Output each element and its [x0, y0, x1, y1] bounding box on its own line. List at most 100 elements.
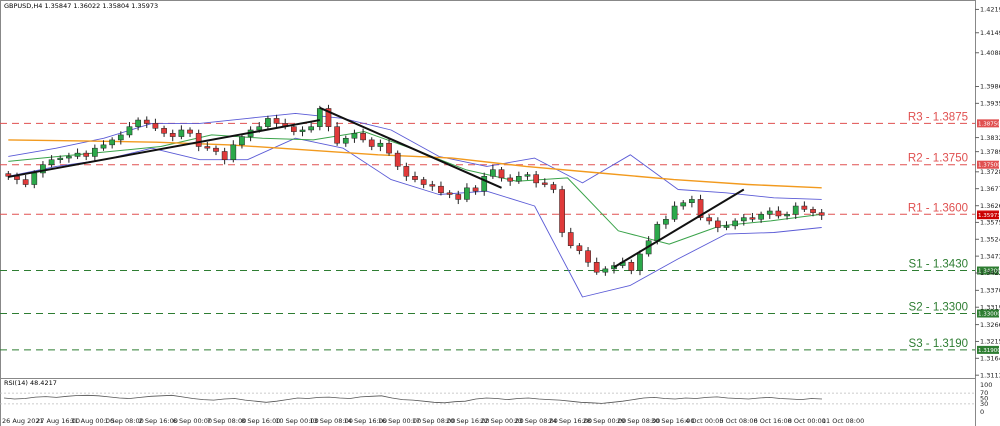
candle-body-65	[567, 232, 574, 246]
candle-body-44	[386, 142, 392, 154]
candle-body-26	[230, 144, 237, 160]
candle-body-86	[749, 217, 756, 220]
candle-body-9	[83, 152, 90, 157]
x-tick-label-7: 8 Sep 16:00	[241, 417, 280, 425]
candle-body-31	[273, 118, 280, 124]
level-tag-bg-0	[977, 119, 999, 128]
candle-body-53	[464, 187, 470, 200]
chart-header: GBPUSD,H4 1.35847 1.36022 1.35804 1.3597…	[4, 2, 158, 10]
y-tick-label-18: 1.31645	[980, 355, 1000, 363]
level-tag-3: 1.34300	[978, 269, 1000, 275]
x-tick-label-21: 5 Oct 08:00	[719, 417, 757, 425]
x-tick-label-14: 22 Sep 00:00	[480, 417, 523, 425]
y-tick-label-8: 1.36775	[980, 185, 1000, 193]
candle-body-23	[204, 146, 211, 149]
level-tag-bg-4	[977, 309, 999, 318]
candle-body-42	[368, 139, 375, 147]
bollinger-upper-line	[8, 112, 822, 200]
candle-body-92	[801, 205, 808, 210]
candle-body-50	[438, 185, 444, 194]
candle-body-76	[663, 219, 669, 225]
x-tick-label-12: 17 Sep 08:00	[412, 417, 455, 425]
x-tick-label-2: 31 Aug 00:00	[70, 417, 114, 425]
candle-body-40	[351, 133, 358, 139]
rsi-level-label-1: 70	[980, 389, 988, 397]
x-tick-label-9: 13 Sep 08:00	[309, 417, 352, 425]
candle-body-46	[403, 166, 410, 177]
candle-body-4	[40, 164, 46, 174]
candle-body-39	[342, 137, 349, 144]
rsi-level-label-0: 100	[980, 381, 992, 389]
candle-body-10	[92, 147, 98, 157]
y-tick-label-6: 1.37895	[980, 148, 1000, 156]
candle-body-69	[602, 268, 609, 273]
candle-body-82	[714, 220, 721, 228]
y-tick-label-17: 1.32155	[980, 338, 1000, 346]
candle-body-11	[100, 144, 107, 149]
rsi-label: RSI(14) 48.4217	[4, 379, 57, 387]
x-tick-label-19: 30 Sep 16:00	[651, 417, 694, 425]
x-tick-label-10: 14 Sep 16:00	[344, 417, 387, 425]
y-tick-label-3: 1.39865	[980, 83, 1000, 91]
y-tick-label-13: 1.34225	[980, 269, 1000, 277]
candle-body-5	[48, 159, 55, 165]
candle-body-55	[481, 176, 488, 192]
candle-body-27	[239, 136, 245, 146]
candle-body-59	[515, 176, 522, 182]
rsi-level-label-2: 50	[980, 395, 988, 403]
candle-body-75	[654, 223, 661, 242]
rsi-level-label-3: 30	[980, 400, 988, 408]
y-tick-label-5: 1.38320	[980, 134, 1000, 142]
candle-body-62	[541, 182, 548, 185]
plot-frame	[0, 0, 976, 426]
level-label-2: R1 - 1.3600	[908, 202, 968, 214]
candle-body-38	[334, 126, 340, 144]
y-tick-label-11: 1.35245	[980, 235, 1000, 243]
candle-body-7	[66, 156, 72, 159]
candle-body-68	[593, 262, 600, 273]
level-label-0: R3 - 1.3875	[908, 111, 968, 123]
bollinger-lower-line	[8, 137, 822, 298]
candle-body-77	[671, 205, 678, 220]
candle-body-60	[524, 174, 531, 177]
y-tick-label-0: 1.42195	[980, 6, 1000, 14]
candle-body-35	[308, 126, 315, 131]
candle-body-34	[299, 129, 306, 132]
x-tick-label-20: 4 Oct 00:00	[685, 417, 723, 425]
candle-body-18	[161, 128, 167, 134]
level-tag-4: 1.33000	[978, 312, 1000, 318]
y-tick-label-12: 1.34735	[980, 252, 1000, 260]
trendline-1	[319, 106, 502, 189]
level-tag-bg-5	[977, 345, 999, 354]
candle-body-66	[576, 245, 583, 251]
level-tag-bg-3	[977, 266, 999, 275]
candle-body-54	[472, 187, 479, 192]
level-label-3: S1 - 1.3430	[909, 259, 968, 271]
level-label-1: R2 - 1.3750	[908, 153, 968, 165]
candle-body-2	[22, 179, 29, 185]
x-tick-label-15: 23 Sep 08:00	[514, 417, 557, 425]
candle-body-80	[697, 199, 704, 218]
candle-body-13	[117, 134, 124, 141]
level-tag-5: 1.31900	[978, 348, 1000, 354]
candle-body-85	[740, 217, 747, 222]
candle-body-47	[412, 176, 418, 180]
ma-fast-line	[8, 131, 822, 245]
rsi-line	[3, 394, 823, 404]
candle-body-79	[689, 199, 695, 203]
candle-body-51	[446, 192, 453, 195]
y-tick-label-10: 1.35755	[980, 219, 1000, 227]
x-tick-label-11: 16 Sep 00:00	[378, 417, 421, 425]
y-tick-label-15: 1.33190	[980, 303, 1000, 311]
candle-body-49	[429, 184, 436, 187]
y-tick-label-2: 1.40885	[980, 49, 1000, 57]
candle-body-37	[325, 108, 332, 127]
candle-body-8	[74, 152, 81, 157]
candle-body-33	[291, 126, 297, 132]
candle-body-24	[213, 147, 219, 152]
x-tick-label-16: 24 Sep 16:00	[549, 417, 592, 425]
x-tick-label-4: 2 Sep 16:00	[139, 417, 178, 425]
candle-body-43	[377, 142, 384, 147]
candle-body-20	[178, 129, 185, 137]
candle-body-21	[187, 129, 193, 134]
